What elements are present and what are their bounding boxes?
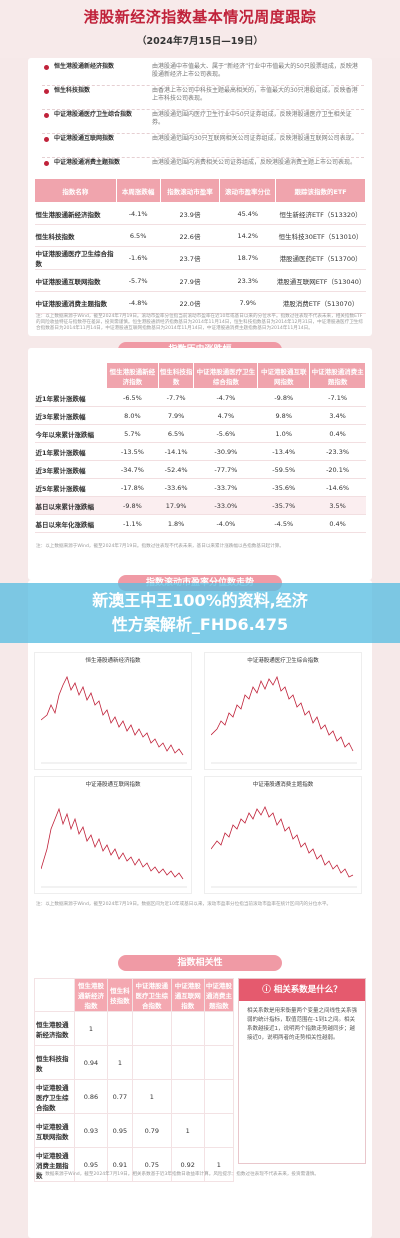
history-card: 恒生港股通新经济指数 恒生科技指数 中证港股通医疗卫生综合指数 中证港股通互联网… xyxy=(28,348,372,580)
table-row: 近3年累计涨跌幅 -34.7% -52.4% -77.7% -59.5% -20… xyxy=(34,460,366,479)
footnote: 注：数据来源于Wind，截至2024年7月19日。相关系数基于近3年指数日收益率… xyxy=(36,1172,319,1177)
correlation-table: 恒生港股通新经济指数 恒生科技指数 中证港股通医疗卫生综合指数 中证港股通互联网… xyxy=(34,978,235,1182)
pe-line xyxy=(41,675,184,756)
col-header: 恒生科技指数 xyxy=(106,978,133,1012)
bullet-icon xyxy=(44,65,49,70)
table-row: 中证港股通医疗卫生综合指数 0.86 0.77 1 xyxy=(34,1079,235,1114)
table-row: 基日以来累计涨跌幅 -9.8% 17.9% -33.0% -35.7% 3.5% xyxy=(34,496,366,515)
index-item: 恒生港股通新经济指数 由港股通中市值最大、属于“新经济”行业中市值最大的50只股… xyxy=(42,62,364,86)
index-name: 中证港股通消费主题指数 xyxy=(54,159,121,166)
pe-line-chart xyxy=(211,806,357,888)
table-row: 恒生科技指数 6.5% 22.6倍 14.2% 恒生科技30ETF（513010… xyxy=(34,224,366,247)
chart-title: 恒生港股通新经济指数 xyxy=(85,658,141,664)
col-header: 恒生科技指数 xyxy=(157,362,195,389)
bullet-icon xyxy=(44,137,49,142)
page-title: 港股新经济指数基本情况周度跟踪 xyxy=(83,8,317,26)
pe-line-chart xyxy=(41,675,187,764)
chart-title: 中证港股通医疗卫生综合指数 xyxy=(247,658,319,664)
index-name: 中证港股通医疗卫生综合指数 xyxy=(54,111,133,118)
pe-line xyxy=(41,807,184,880)
pe-line-chart xyxy=(41,807,187,888)
bullet-icon xyxy=(44,89,49,94)
pe-chart-panel: 中证港股通互联网指数 xyxy=(34,776,192,894)
col-header: 中证港股通消费主题指数 xyxy=(203,978,235,1012)
header: 港股新经济指数基本情况周度跟踪 （2024年7月15日—19日） xyxy=(0,0,400,58)
table-row: 中证港股通医疗卫生综合指数 -1.6% 23.7倍 18.7% 港股通医药ETF… xyxy=(34,246,366,270)
col-header: 中证港股通消费主题指数 xyxy=(309,362,366,389)
page-subtitle: （2024年7月15日—19日） xyxy=(137,36,263,47)
footnote: 注：以上数据来源于Wind，截至2024年7月19日。数据区间为近10年或基日以… xyxy=(36,902,332,907)
index-desc: 由香港上市公司中科技主题最高相关的，市值最大的30只港股组成，反映香港上市科技公… xyxy=(152,87,358,102)
col-header: 中证港股通互联网指数 xyxy=(257,362,311,389)
table-row: 近1年累计涨跌幅 -6.5% -7.7% -4.7% -9.8% -7.1% xyxy=(34,388,366,407)
table-row: 中证港股通互联网指数 0.93 0.95 0.79 1 xyxy=(34,1113,235,1148)
overview-card: 恒生港股通新经济指数 由港股通中市值最大、属于“新经济”行业中市值最大的50只股… xyxy=(28,58,372,336)
pe-trend-card: 恒生港股通新经济指数 中证港股通医疗卫生综合指数 中证港股通互联网指数 中证港股… xyxy=(28,580,372,972)
table-row: 近5年累计涨跌幅 -17.8% -33.6% -33.7% -35.6% -14… xyxy=(34,478,366,497)
footnote: 注：以上数据来源于Wind，截至2024年7月19日。指数过往表现不代表未来，基… xyxy=(36,544,284,549)
table-row: 中证港股通消费主题指数 0.95 0.91 0.75 0.92 1 xyxy=(34,1147,235,1182)
explain-title: ⓘ 相关系数是什么？ xyxy=(239,979,365,1001)
col-header: 中证港股通互联网指数 xyxy=(170,978,205,1012)
index-name: 恒生港股通新经济指数 xyxy=(54,63,115,70)
section-title: 指数相关性 xyxy=(118,955,282,971)
col-header: 滚动市盈率分位 xyxy=(219,178,277,203)
index-name: 恒生科技指数 xyxy=(54,87,91,94)
index-name: 中证港股通互联网指数 xyxy=(54,135,115,142)
index-item: 中证港股通医疗卫生综合指数 由港股通范围内医疗卫生行业中50只证券组成，反映港股… xyxy=(42,110,364,134)
explain-box: ⓘ 相关系数是什么？ 相关系数是用来衡量两个变量之间线性关系强弱的统计指标，取值… xyxy=(238,978,366,1164)
col-header: 恒生港股通新经济指数 xyxy=(74,978,108,1012)
index-desc: 由港股通中市值最大、属于“新经济”行业中市值最大的50只股票组成，反映港股通新经… xyxy=(152,63,358,78)
pe-line-chart xyxy=(211,675,357,764)
table-row: 恒生港股通新经济指数 -4.1% 23.9倍 45.4% 恒生新经济ETF（51… xyxy=(34,202,366,225)
footnote: 注：以上数据来源于Wind，截至2024年7月19日。滚动市盈率分位指当前滚动市… xyxy=(36,314,363,331)
pe-chart-panel: 中证港股通医疗卫生综合指数 xyxy=(204,652,362,770)
valuation-table: 指数名称 本周涨跌幅 指数滚动市盈率 滚动市盈率分位 跟踪该指数的ETF 恒生港… xyxy=(34,178,366,314)
index-item: 恒生科技指数 由香港上市公司中科技主题最高相关的，市值最大的30只港股组成，反映… xyxy=(42,86,364,110)
pe-line xyxy=(211,675,354,752)
col-header: 中证港股通医疗卫生综合指数 xyxy=(131,978,172,1012)
table-row: 恒生港股通新经济指数 1 xyxy=(34,1011,235,1046)
overlay-banner: 新澳王中王100%的资料,经济 性方案解析_FHD6.475 xyxy=(0,583,400,643)
info-icon: ⓘ xyxy=(262,985,274,995)
col-header: 跟踪该指数的ETF xyxy=(275,178,366,203)
history-table: 恒生港股通新经济指数 恒生科技指数 中证港股通医疗卫生综合指数 中证港股通互联网… xyxy=(34,362,366,533)
bullet-icon xyxy=(44,113,49,118)
index-item: 中证港股通消费主题指数 由港股通范围内消费相关公司证券组成，反映港股通消费主题上… xyxy=(42,158,364,182)
col-header: 指数名称 xyxy=(34,178,117,203)
col-header: 恒生港股通新经济指数 xyxy=(106,362,159,389)
explain-body: 相关系数是用来衡量两个变量之间线性关系强弱的统计指标，取值范围在-1到1之间。相… xyxy=(247,1008,358,1041)
col-header: 中证港股通医疗卫生综合指数 xyxy=(193,362,259,389)
pe-chart-panel: 恒生港股通新经济指数 xyxy=(34,652,192,770)
col-header: 指数滚动市盈率 xyxy=(159,178,221,203)
col-header: 本周涨跌幅 xyxy=(115,178,161,203)
bullet-icon xyxy=(44,161,49,166)
table-row: 基日以来年化涨跌幅 -1.1% 1.8% -4.0% -4.5% 0.4% xyxy=(34,514,366,533)
index-desc: 由港股通范围内医疗卫生行业中50只证券组成，反映港股通医疗卫生相关证券。 xyxy=(152,111,352,126)
table-row: 中证港股通消费主题指数 -4.8% 22.0倍 7.9% 港股消费ETF（513… xyxy=(34,291,366,314)
table-row: 近3年累计涨跌幅 8.0% 7.9% 4.7% 9.8% 3.4% xyxy=(34,406,366,425)
table-row: 近1年累计涨跌幅 -13.5% -14.1% -30.9% -13.4% -23… xyxy=(34,442,366,461)
table-row: 今年以来累计涨跌幅 5.7% 6.5% -5.6% 1.0% 0.4% xyxy=(34,424,366,443)
overlay-line: 新澳王中王100%的资料,经济 xyxy=(92,591,308,610)
index-desc: 由港股通范围内消费相关公司证券组成，反映港股通消费主题上市公司表现。 xyxy=(152,159,357,166)
pe-chart-panel: 中证港股通消费主题指数 xyxy=(204,776,362,894)
chart-title: 中证港股通互联网指数 xyxy=(85,782,141,788)
chart-title: 中证港股通消费主题指数 xyxy=(252,782,314,788)
overlay-line: 性方案解析_FHD6.475 xyxy=(111,615,289,634)
pe-line xyxy=(211,806,354,878)
table-row: 恒生科技指数 0.94 1 xyxy=(34,1045,235,1080)
index-desc: 由港股通范围内30只互联网相关公司证券组成，反映港股通互联网公司表现。 xyxy=(152,135,358,142)
table-row: 中证港股通互联网指数 -5.7% 27.9倍 23.3% 港股通互联网ETF（5… xyxy=(34,269,366,292)
index-item: 中证港股通互联网指数 由港股通范围内30只互联网相关公司证券组成，反映港股通互联… xyxy=(42,134,364,158)
